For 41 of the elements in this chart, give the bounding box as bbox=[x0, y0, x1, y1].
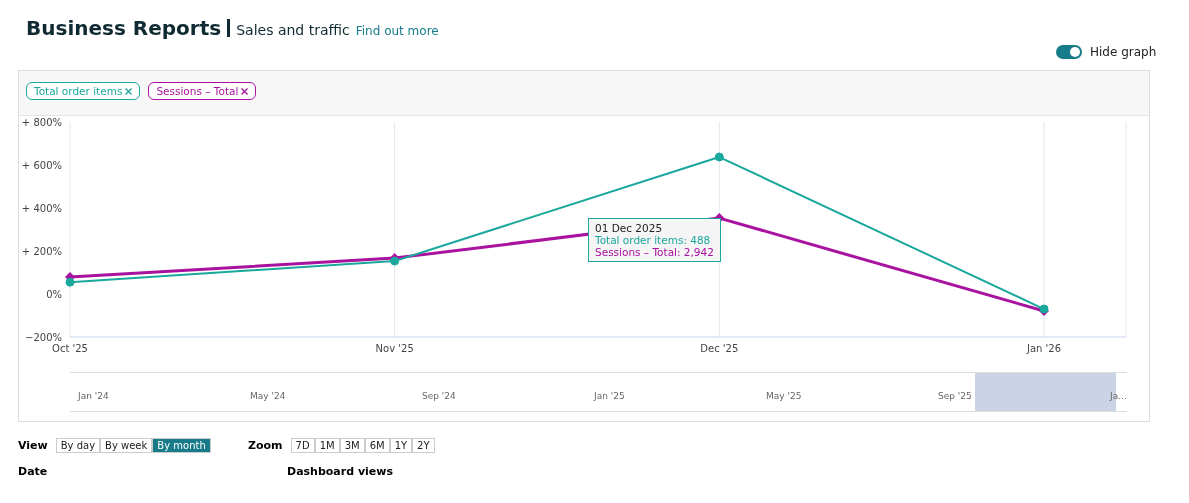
text: 1Y bbox=[389, 438, 413, 453]
annotation: Total order items: 488 bbox=[595, 234, 712, 246]
x-tick-label: Jan '26 bbox=[1025, 343, 1062, 355]
text: View bbox=[18, 439, 48, 452]
text: 6M bbox=[364, 438, 390, 453]
y-tick-label: + 800% bbox=[21, 116, 62, 128]
text: Jan '24 bbox=[78, 391, 109, 401]
text: By month bbox=[152, 438, 211, 453]
text: May '25 bbox=[766, 391, 802, 401]
chart-subtitle: Sales and traffic bbox=[236, 22, 350, 38]
text: Sep '25 bbox=[938, 391, 972, 401]
annotation: Sessions – Total: 2,942 bbox=[595, 246, 714, 258]
text: By day bbox=[55, 438, 101, 453]
text: Ja... bbox=[1110, 391, 1127, 401]
text: 2Y bbox=[412, 438, 435, 453]
legend-label: Total order items bbox=[26, 82, 141, 100]
y-tick-label: + 200% bbox=[21, 245, 62, 257]
annotation: 01 Dec 2025 bbox=[595, 222, 664, 234]
y-tick-label: + 400% bbox=[21, 202, 62, 214]
text: May '24 bbox=[250, 391, 286, 401]
y-tick-label: 0% bbox=[46, 288, 62, 300]
text: 3M bbox=[339, 438, 365, 453]
x-tick-label: Dec '25 bbox=[700, 343, 739, 355]
text: Hide graph bbox=[1090, 45, 1157, 59]
text: Dashboard views bbox=[287, 465, 394, 478]
text: 1M bbox=[314, 438, 340, 453]
text: Sep '24 bbox=[422, 391, 456, 401]
text: Date bbox=[18, 465, 48, 478]
x-tick-label: Nov '25 bbox=[375, 343, 414, 355]
chart-title: Business Reports bbox=[26, 16, 222, 40]
x-tick-label: Oct '25 bbox=[52, 343, 88, 355]
text: Zoom bbox=[248, 439, 283, 452]
text: Jan '25 bbox=[594, 391, 625, 401]
y-tick-label: + 600% bbox=[21, 159, 62, 171]
text: 7D bbox=[290, 438, 315, 453]
text: Find out more bbox=[355, 24, 439, 38]
legend-label: Sessions – Total bbox=[148, 82, 257, 100]
point bbox=[714, 152, 724, 162]
point bbox=[65, 277, 75, 287]
y-tick-label: −200% bbox=[25, 331, 62, 343]
text: By week bbox=[100, 438, 153, 453]
